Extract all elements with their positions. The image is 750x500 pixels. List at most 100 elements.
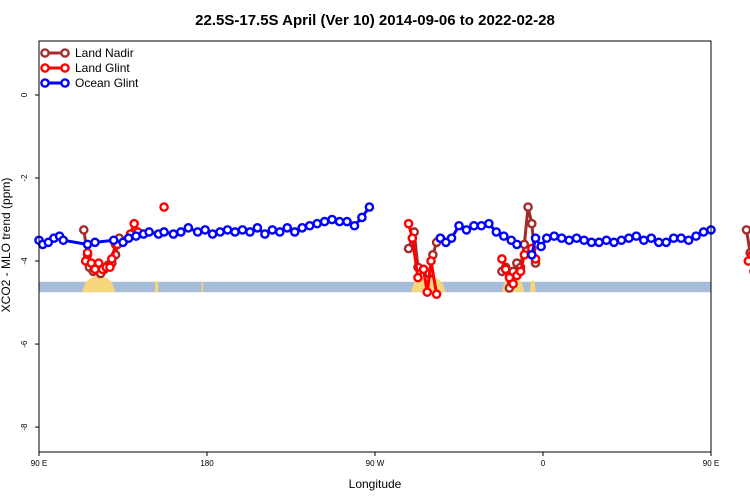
ocean-glint-point — [144, 227, 154, 237]
land-nadir-point — [527, 218, 537, 229]
legend-item-land-glint: Land Glint — [40, 61, 130, 75]
ocean-glint-point — [530, 233, 541, 243]
land-nadir-point — [403, 243, 414, 254]
ocean-glint-point — [304, 220, 315, 231]
ocean-glint-point — [260, 229, 270, 239]
ocean-glint-point — [579, 235, 589, 246]
y-tick-label: -8 — [20, 423, 29, 431]
land-region-0 — [81, 275, 116, 293]
y-tick-label: -4 — [20, 257, 29, 265]
land-nadir-point — [79, 225, 89, 235]
ocean-glint-point — [82, 239, 93, 250]
land-nadir-point — [519, 239, 530, 250]
chart-title: 22.5S-17.5S April (Ver 10) 2014-09-06 to… — [195, 12, 555, 29]
x-tick-label: 90 E — [703, 459, 719, 468]
land-glint-point — [508, 279, 518, 289]
legend-item-land-nadir: Land Nadir — [40, 46, 134, 60]
land-glint-point — [105, 262, 115, 273]
ocean-glint-point — [461, 225, 472, 235]
ocean-glint-point — [342, 216, 352, 227]
series-layer — [34, 202, 750, 300]
x-tick-label: 0 — [541, 459, 546, 468]
ocean-glint-point — [469, 220, 479, 231]
land-nadir-point — [741, 225, 750, 235]
ocean-glint-point — [601, 235, 612, 246]
land-glint-point — [107, 254, 117, 264]
ocean-glint-point — [108, 235, 119, 246]
plot-frame — [38, 40, 712, 453]
ocean-glint-point — [698, 227, 709, 237]
ocean-glint-point — [245, 227, 255, 237]
legend-label: Land Glint — [75, 61, 130, 75]
ocean-glint-point — [571, 233, 582, 243]
ocean-glint-point — [616, 235, 627, 246]
ocean-glint-point — [498, 231, 509, 241]
ocean-glint-point — [683, 235, 694, 246]
ocean-glint-point — [609, 237, 619, 248]
ocean-glint-point — [512, 239, 522, 250]
legend-item-ocean-glint: Ocean Glint — [40, 76, 139, 90]
ocean-glint-point — [334, 216, 345, 227]
ocean-glint-point — [586, 237, 597, 248]
land-glint-point — [519, 250, 530, 260]
series-ocean-glint — [34, 202, 716, 260]
ocean-glint-point — [274, 227, 285, 237]
legend-marker — [60, 63, 70, 73]
ocean-glint-point — [297, 223, 308, 233]
y-tick-label: 0 — [20, 92, 29, 97]
ocean-glint-point — [631, 231, 642, 241]
ocean-glint-point — [676, 233, 686, 243]
ocean-glint-point — [192, 227, 203, 237]
land-glint-point — [422, 287, 433, 297]
legend-marker — [40, 78, 50, 88]
ocean-glint-point — [289, 227, 300, 237]
ocean-glint-point — [183, 223, 194, 233]
legend-label: Land Nadir — [75, 46, 134, 60]
land-region-1 — [154, 281, 159, 293]
legend-marker — [40, 63, 50, 73]
ocean-glint-point — [446, 233, 457, 243]
ocean-band — [39, 281, 711, 293]
ocean-glint-point — [159, 227, 169, 237]
ocean-glint-point — [661, 237, 672, 248]
land-glint-point — [497, 254, 507, 264]
ocean-glint-point — [454, 220, 464, 231]
land-region-5 — [529, 280, 536, 293]
ocean-glint-point — [357, 212, 367, 223]
ocean-glint-point — [168, 229, 179, 239]
y-axis: 0 -2 -4 -6 -8 — [20, 92, 39, 431]
land-nadir-point — [523, 202, 533, 212]
ocean-glint-point — [624, 233, 634, 243]
ocean-glint-point — [668, 233, 679, 243]
legend-label: Ocean Glint — [75, 76, 139, 90]
land-ocean-band — [39, 275, 711, 293]
land-glint-point — [413, 272, 423, 283]
ocean-glint-point — [491, 227, 502, 237]
ocean-glint-point — [556, 233, 567, 243]
ocean-glint-point — [536, 241, 546, 252]
ocean-glint-point — [476, 220, 487, 231]
ocean-glint-point — [237, 225, 248, 235]
legend-marker — [40, 48, 50, 58]
x-tick-label: 90 E — [31, 459, 47, 468]
ocean-glint-point — [267, 225, 278, 235]
ocean-glint-point — [549, 231, 560, 241]
ocean-glint-point — [653, 237, 664, 248]
land-glint-point — [159, 202, 169, 212]
y-tick-label: -2 — [20, 174, 29, 182]
ocean-glint-point — [691, 231, 701, 241]
ocean-glint-point — [90, 237, 100, 248]
ocean-glint-point — [131, 231, 141, 241]
x-tick-label: 90 W — [366, 459, 385, 468]
ocean-glint-point — [541, 233, 552, 243]
ocean-glint-point — [230, 227, 240, 237]
x-axis-label: Longitude — [349, 477, 402, 491]
legend-marker — [60, 48, 70, 58]
land-glint-point — [500, 264, 511, 275]
ocean-glint-point — [58, 235, 69, 246]
land-glint-point — [431, 289, 442, 300]
ocean-glint-point — [564, 235, 574, 246]
ocean-glint-point — [364, 202, 375, 212]
